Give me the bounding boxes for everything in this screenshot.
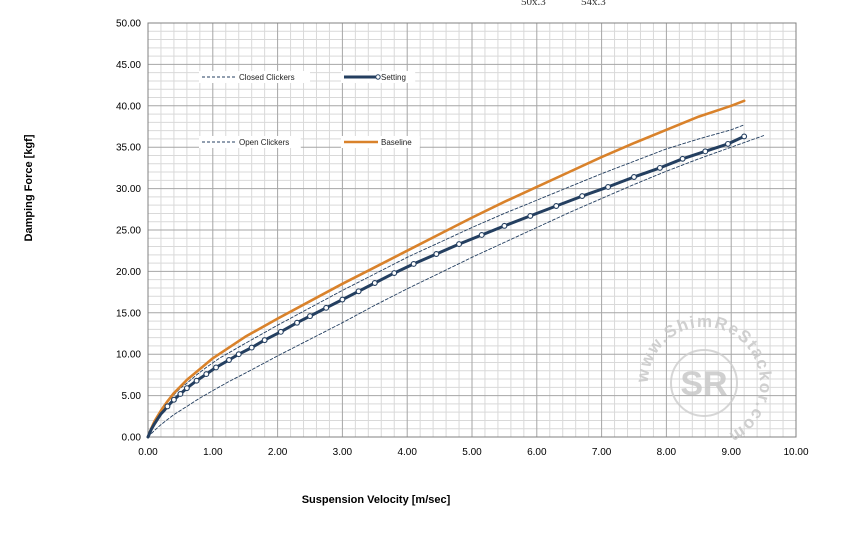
setting-data-point xyxy=(553,203,560,209)
setting-data-point xyxy=(226,357,232,363)
y-tick-label: 40.00 xyxy=(116,101,141,112)
y-tick-label: 15.00 xyxy=(116,308,141,319)
setting-data-point xyxy=(679,155,686,162)
setting-data-point xyxy=(294,319,300,326)
x-axis-tick-labels: 0.00 1.00 2.00 3.00 4.00 5.00 6.00 7.00 8.00 9.00… xyxy=(138,447,809,458)
x-tick-label: 1.00 xyxy=(203,447,223,458)
legend-item-setting: Setting xyxy=(341,71,416,83)
setting-data-point xyxy=(203,371,210,378)
y-tick-label: 5.00 xyxy=(122,391,142,402)
x-tick-label: 5.00 xyxy=(462,447,482,458)
legend-label: Closed Clickers xyxy=(239,73,295,82)
setting-data-point xyxy=(410,260,417,267)
y-tick-label: 10.00 xyxy=(116,350,141,361)
legend-item-background xyxy=(341,136,420,148)
x-tick-label: 8.00 xyxy=(657,447,677,458)
y-tick-label: 35.00 xyxy=(116,143,141,154)
legend-item-open-clickers: Open Clickers xyxy=(199,136,301,148)
setting-data-point xyxy=(741,133,748,140)
series-layer xyxy=(146,99,765,439)
legend-label: Baseline xyxy=(381,138,412,147)
x-tick-label: 2.00 xyxy=(268,447,288,458)
setting-data-point xyxy=(579,193,586,200)
legend-item-background xyxy=(199,136,301,148)
setting-data-point xyxy=(527,212,534,219)
chart-legend: Closed Clickers Setting Open Clickers Basel… xyxy=(199,71,420,148)
open-clickers-series-line xyxy=(147,135,765,438)
legend-label: Setting xyxy=(381,73,406,82)
x-tick-label: 0.00 xyxy=(138,447,158,458)
setting-data-point xyxy=(193,377,200,384)
legend-item-baseline: Baseline xyxy=(341,136,420,148)
setting-data-point xyxy=(456,241,462,248)
legend-label: Open Clickers xyxy=(239,138,289,147)
y-axis-title: Damping Force [kgf] xyxy=(23,134,35,241)
setting-data-point xyxy=(355,288,362,295)
setting-data-point xyxy=(235,351,242,358)
setting-data-point xyxy=(177,390,184,397)
y-tick-label: 20.00 xyxy=(116,267,141,278)
y-tick-label: 45.00 xyxy=(116,60,141,71)
setting-data-point xyxy=(277,328,284,335)
legend-item-background xyxy=(199,71,310,83)
setting-data-point xyxy=(307,313,313,320)
y-tick-label: 50.00 xyxy=(116,19,141,30)
x-tick-label: 6.00 xyxy=(527,447,547,458)
y-tick-label: 25.00 xyxy=(116,226,141,237)
x-tick-label: 9.00 xyxy=(721,447,741,458)
setting-data-point xyxy=(339,296,346,303)
setting-data-point xyxy=(261,337,268,344)
clipped-label-2: 54x.3 xyxy=(581,0,606,8)
clipped-label-1: 50x.3 xyxy=(521,0,546,8)
setting-data-point xyxy=(391,270,398,277)
setting-data-point xyxy=(478,232,485,238)
setting-data-point xyxy=(248,344,255,351)
setting-data-point xyxy=(170,396,177,403)
x-axis-title: Suspension Velocity [m/sec] xyxy=(302,494,451,506)
setting-data-point xyxy=(501,222,508,229)
x-tick-label: 7.00 xyxy=(592,447,612,458)
legend-marker xyxy=(375,74,381,80)
setting-data-point xyxy=(213,364,219,371)
y-tick-label: 30.00 xyxy=(116,184,141,195)
setting-data-point xyxy=(164,403,171,410)
setting-data-point xyxy=(605,183,612,190)
legend-item-closed-clickers: Closed Clickers xyxy=(199,71,310,83)
setting-data-point xyxy=(323,304,330,311)
setting-data-point xyxy=(371,280,378,286)
watermark-inner-ring xyxy=(670,349,738,417)
baseline-series-line xyxy=(146,99,746,439)
setting-series-line xyxy=(146,134,746,439)
x-tick-label: 4.00 xyxy=(397,447,417,458)
plot-area-border xyxy=(147,22,797,438)
x-tick-label: 3.00 xyxy=(333,447,353,458)
setting-data-point xyxy=(433,251,440,257)
setting-data-point xyxy=(656,164,663,171)
setting-data-point xyxy=(702,148,709,155)
y-tick-label: 0.00 xyxy=(122,433,142,444)
setting-data-point xyxy=(725,140,731,147)
setting-data-point xyxy=(183,385,190,392)
setting-data-point xyxy=(631,174,637,180)
watermark-monogram: SR xyxy=(680,365,727,403)
x-tick-label: 10.00 xyxy=(783,447,808,458)
y-axis-tick-labels: 0.00 5.00 10.00 15.00 20.00 25.00 30.00 35.00 40… xyxy=(116,19,141,444)
